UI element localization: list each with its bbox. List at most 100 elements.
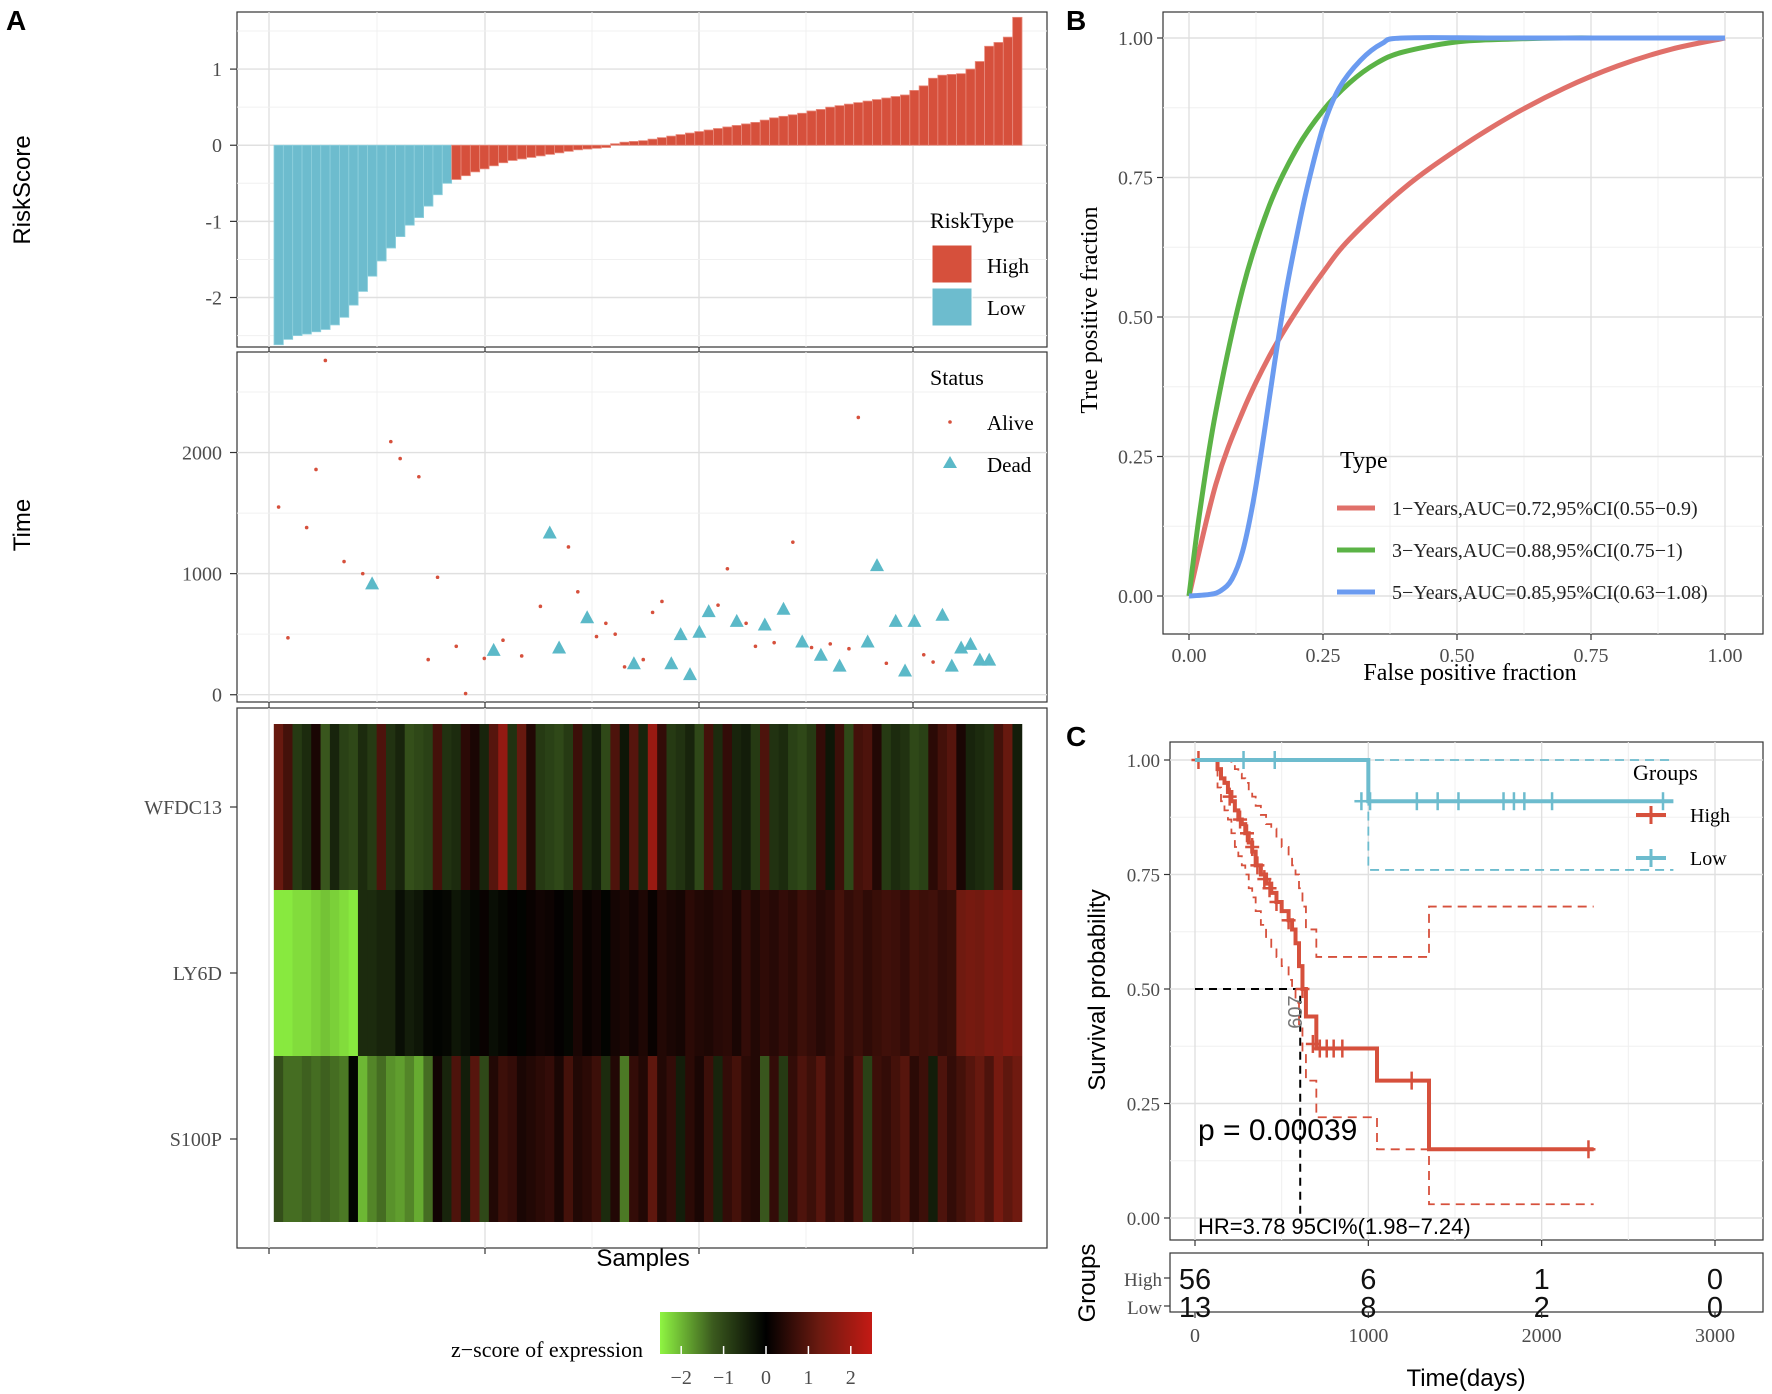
survival-time-plot: 2000 1000 0 Time Status Alive Dead [9, 351, 1048, 708]
risk-table-count: 0 [1707, 1292, 1723, 1324]
heatmap-cell [432, 1056, 443, 1222]
heatmap-cell [404, 1056, 415, 1222]
heatmap-cell [685, 890, 695, 1056]
risk-bar [769, 117, 780, 146]
status-point-dead [542, 525, 557, 539]
status-point-alive [538, 604, 543, 609]
risk-bar [619, 141, 630, 146]
panel-label-a: A [6, 5, 26, 36]
risk-bar [675, 134, 686, 146]
heatmap-cell [442, 890, 452, 1056]
status-point-dead [963, 636, 978, 650]
legend-label-low: Low [987, 296, 1026, 320]
heatmap-cell [834, 890, 845, 1056]
heatmap-cell [993, 890, 1004, 1056]
risk-bar [395, 144, 406, 238]
heatmap-cell [283, 890, 293, 1056]
heatmap-cell [526, 724, 537, 890]
heatmap-cell [731, 1056, 742, 1222]
heatmap-cell [348, 724, 359, 890]
risk-bar [535, 144, 546, 157]
heatmap-cell [1012, 1056, 1023, 1222]
heatmap-cell [675, 724, 686, 890]
heatmap-cell [890, 724, 901, 890]
legend-label-dead: Dead [987, 453, 1032, 477]
risk-bar [591, 144, 602, 149]
heatmap-cell [797, 1056, 808, 1222]
heatmap-cell [806, 890, 817, 1056]
heatmap-cell [853, 1056, 864, 1222]
risk-bar [413, 144, 425, 218]
heatmap-cell [834, 724, 845, 890]
heatmap-cell [619, 1056, 630, 1222]
heatmap-cell [488, 1056, 499, 1222]
heatmap-cell [414, 890, 424, 1056]
risk-score-plot: 1 0 -1 -2 RiskScore RiskType High Low [9, 11, 1048, 353]
risk-bar [367, 144, 378, 277]
heatmap-cell [834, 1056, 845, 1222]
heatmap-cell [769, 724, 780, 890]
heatmap-cell [591, 724, 602, 890]
heatmap-cell [937, 890, 948, 1056]
risk-bar [890, 96, 901, 146]
heatmap-cell [769, 1056, 780, 1222]
status-point-dead [888, 613, 903, 627]
heatmap-cell [470, 1056, 480, 1222]
heatmap-cell [367, 890, 378, 1056]
status-point-dead [673, 627, 688, 641]
status-point-dead [907, 613, 922, 627]
risk-bar [554, 144, 565, 154]
legend-point-alive [948, 420, 952, 424]
roc-xtick-label: 0.75 [1574, 645, 1609, 667]
heatmap-cell [918, 724, 929, 890]
status-point-dead [683, 667, 697, 681]
heatmap-cell [685, 724, 695, 890]
roc-xtick-label: 0.00 [1172, 645, 1207, 667]
heatmap-cell [778, 724, 789, 890]
status-point-alive [463, 691, 468, 696]
heatmap-cell [292, 890, 303, 1056]
risk-bar [834, 105, 845, 146]
heatmap-cell [984, 724, 995, 890]
heatmap-cell [629, 1056, 639, 1222]
heatmap-cell [404, 890, 415, 1056]
heatmap-cell [573, 1056, 583, 1222]
status-point-dead [944, 658, 959, 672]
status-point-dead [664, 656, 679, 670]
roc-xlabel: False positive fraction [1363, 660, 1576, 686]
heatmap-cell [563, 890, 574, 1056]
status-point-alive [454, 644, 459, 649]
heatmap-cell [423, 1056, 434, 1222]
heatmap-cell [488, 724, 499, 890]
heatmap-cell [975, 1056, 985, 1222]
risk-bar [703, 129, 714, 146]
km-ci-lower-high [1195, 759, 1594, 1206]
heatmap-cell [909, 1056, 920, 1222]
risk-bar [385, 144, 396, 249]
risk-bar [310, 144, 322, 333]
risk-table-count: 0 [1707, 1264, 1723, 1296]
roc-xtick-label: 0.50 [1440, 645, 1475, 667]
heatmap-cell [395, 1056, 406, 1222]
heatmap-cell [423, 890, 434, 1056]
status-point-alive [753, 644, 758, 649]
heatmap-cell [731, 724, 742, 890]
heatmap-cell [357, 1056, 368, 1222]
heatmap-cell [881, 724, 892, 890]
heatmap-cell [348, 1056, 359, 1222]
status-point-alive [286, 636, 290, 640]
km-xtick-label: 1000 [1348, 1325, 1388, 1347]
heatmap-cell [694, 890, 705, 1056]
heatmap-cell [273, 890, 284, 1056]
heatmap-cell [629, 724, 639, 890]
heatmap-cell [460, 724, 471, 890]
km-xtick-label: 0 [1190, 1325, 1200, 1347]
risk-bar [974, 61, 986, 146]
status-point-dead [701, 604, 716, 618]
heatmap-cell [451, 1056, 462, 1222]
heatmap-cell [694, 724, 705, 890]
heatmap-cell [675, 890, 686, 1056]
status-point-alive [398, 456, 402, 461]
heatmap-cell [601, 724, 611, 890]
